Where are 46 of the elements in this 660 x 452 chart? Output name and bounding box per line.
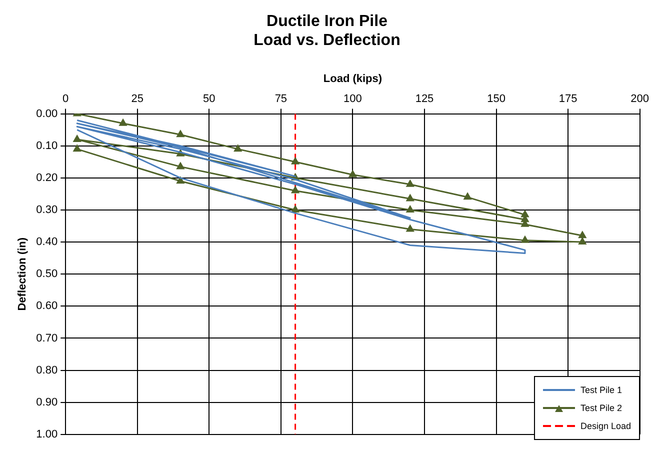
y-tick-label: 0.50 [36, 268, 58, 280]
chart-title: Ductile Iron Pile Load vs. Deflection [254, 13, 400, 50]
y-tick-label: 0.40 [36, 236, 58, 248]
point [578, 238, 586, 245]
x-tick-label: 100 [344, 93, 362, 106]
point [292, 206, 300, 212]
point [73, 144, 81, 152]
point [176, 162, 184, 170]
y-tick-label: 0.30 [36, 204, 58, 216]
point [292, 158, 300, 164]
y-axis-title: Deflection (in) [16, 237, 29, 311]
x-tick-label: 50 [203, 93, 216, 106]
point [406, 206, 414, 212]
point [521, 236, 529, 243]
x-axis-title: Load (kips) [323, 73, 382, 86]
legend-label: Test Pile 2 [580, 403, 622, 413]
legend-label: Design Load [580, 421, 631, 431]
x-tick-label: 125 [415, 93, 434, 106]
legend-label: Test Pile 1 [580, 385, 622, 395]
x-tick-label: 0 [62, 93, 69, 106]
x-tick-label: 75 [274, 93, 288, 106]
point [348, 170, 356, 178]
y-tick-label: 0.60 [36, 300, 58, 312]
x-tick-label: 150 [487, 93, 506, 106]
point [578, 231, 586, 238]
x-tick-label: 200 [630, 93, 650, 106]
y-tick-label: 1.00 [36, 428, 58, 440]
point [406, 224, 414, 232]
y-tick-label: 0.80 [36, 364, 58, 376]
point [176, 130, 184, 138]
point [176, 176, 184, 184]
y-tick-label: 0.20 [36, 172, 58, 184]
x-tick-label: 25 [131, 93, 144, 106]
x-tick-label: 175 [558, 93, 578, 106]
point [292, 186, 300, 194]
point [521, 210, 529, 218]
y-tick-label: 0.90 [36, 396, 58, 408]
y-tick-label: 0.00 [36, 108, 58, 120]
point [406, 180, 414, 187]
y-tick-label: 0.10 [36, 140, 58, 152]
point [406, 194, 414, 202]
point [464, 192, 472, 200]
point [73, 135, 81, 142]
y-tick-label: 0.70 [36, 332, 58, 344]
point [119, 119, 127, 126]
point [234, 144, 242, 152]
